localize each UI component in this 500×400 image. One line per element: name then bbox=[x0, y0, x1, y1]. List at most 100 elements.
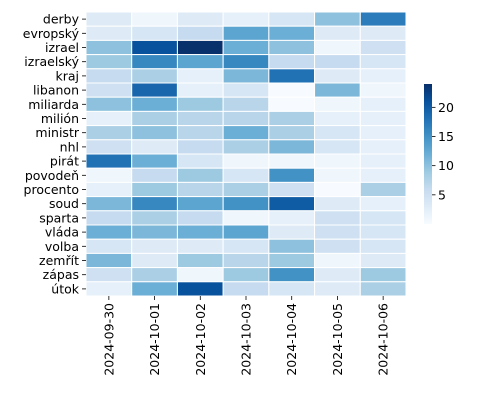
heatmap-cell bbox=[131, 181, 178, 198]
heatmap-cell bbox=[222, 68, 270, 84]
row-label: soud bbox=[49, 196, 79, 211]
heatmap-cell bbox=[268, 82, 316, 98]
heatmap-cell bbox=[131, 96, 178, 112]
heatmap-cell bbox=[131, 267, 178, 283]
heatmap-cell bbox=[176, 167, 224, 183]
heatmap-cell bbox=[222, 54, 270, 70]
heatmap-cell bbox=[131, 281, 178, 297]
heatmap-cell bbox=[359, 281, 407, 297]
heatmap-cell bbox=[314, 82, 361, 98]
heatmap-cell bbox=[176, 153, 224, 169]
row-label: kraj bbox=[55, 68, 79, 83]
heatmap-cell bbox=[268, 39, 316, 56]
row-label: procento bbox=[24, 182, 79, 197]
heatmap-cell bbox=[131, 238, 178, 254]
heatmap-cell bbox=[359, 153, 407, 169]
heatmap-cell bbox=[359, 167, 407, 183]
heatmap-cell bbox=[176, 181, 224, 198]
heatmap-cell bbox=[359, 267, 407, 283]
heatmap-cell bbox=[85, 238, 133, 254]
heatmap-cell bbox=[222, 196, 270, 212]
heatmap-cell bbox=[176, 39, 224, 56]
heatmap-cell bbox=[268, 153, 316, 169]
row-label: derby bbox=[43, 12, 80, 27]
heatmap-cell bbox=[85, 181, 133, 198]
row-label: izrael bbox=[45, 40, 79, 55]
heatmap-cell bbox=[222, 153, 270, 169]
heatmap-cell bbox=[314, 25, 361, 41]
column-label: 2024-10-04 bbox=[284, 303, 299, 376]
heatmap-cell bbox=[268, 96, 316, 112]
heatmap-cell bbox=[131, 82, 178, 98]
heatmap-cell bbox=[314, 96, 361, 112]
row-label: zemřít bbox=[39, 253, 79, 268]
row-label: povodeň bbox=[25, 168, 79, 183]
heatmap-cell bbox=[176, 210, 224, 226]
heatmap-cell bbox=[359, 54, 407, 70]
heatmap-cell bbox=[314, 54, 361, 70]
heatmap-cell bbox=[176, 125, 224, 141]
column-label: 2024-09-30 bbox=[101, 303, 116, 376]
heatmap-cell bbox=[222, 267, 270, 283]
heatmap-cell bbox=[268, 54, 316, 70]
heatmap-cell bbox=[314, 167, 361, 183]
heatmap-cell bbox=[131, 167, 178, 183]
heatmap-cell bbox=[131, 54, 178, 70]
heatmap-cell bbox=[85, 153, 133, 169]
colorbar bbox=[424, 84, 432, 224]
heatmap-cell bbox=[176, 267, 224, 283]
heatmap-cell bbox=[222, 110, 270, 127]
heatmap-cell bbox=[176, 96, 224, 112]
heatmap-cell bbox=[85, 110, 133, 127]
heatmap-cell bbox=[314, 68, 361, 84]
row-label: izraelský bbox=[24, 54, 79, 69]
row-label: ministr bbox=[35, 125, 79, 140]
heatmap-cell bbox=[268, 224, 316, 240]
heatmap-cell bbox=[222, 82, 270, 98]
heatmap-cell bbox=[222, 96, 270, 112]
heatmap-cell bbox=[314, 11, 361, 27]
heatmap-cell bbox=[268, 125, 316, 141]
heatmap-cell bbox=[222, 281, 270, 297]
heatmap-cell bbox=[222, 252, 270, 269]
row-label: evropský bbox=[23, 26, 80, 41]
heatmap-cell bbox=[176, 25, 224, 41]
heatmap-cell bbox=[222, 181, 270, 198]
heatmap-cell bbox=[222, 224, 270, 240]
row-label: pirát bbox=[50, 154, 79, 169]
heatmap-cell bbox=[359, 110, 407, 127]
row-label: zápas bbox=[43, 267, 79, 282]
column-label: 2024-10-02 bbox=[193, 303, 208, 376]
heatmap-cell bbox=[222, 167, 270, 183]
heatmap-cell bbox=[314, 210, 361, 226]
heatmap-cell bbox=[176, 224, 224, 240]
heatmap-cell bbox=[268, 181, 316, 198]
heatmap-cell bbox=[314, 267, 361, 283]
row-label: libanon bbox=[33, 83, 79, 98]
heatmap-cell bbox=[359, 181, 407, 198]
heatmap-cell bbox=[176, 238, 224, 254]
colorbar-tick-label: 5 bbox=[438, 187, 446, 202]
heatmap-cell bbox=[131, 110, 178, 127]
heatmap-cell bbox=[131, 153, 178, 169]
heatmap-cell bbox=[359, 125, 407, 141]
heatmap-cell bbox=[176, 281, 224, 297]
heatmap-cell bbox=[85, 196, 133, 212]
heatmap-cell bbox=[85, 39, 133, 56]
heatmap-cell bbox=[222, 39, 270, 56]
heatmap-cell bbox=[85, 139, 133, 155]
heatmap-cell bbox=[176, 252, 224, 269]
heatmap-cell bbox=[314, 125, 361, 141]
heatmap-cell bbox=[359, 139, 407, 155]
heatmap-cell bbox=[359, 252, 407, 269]
heatmap-cell bbox=[85, 68, 133, 84]
heatmap-cell bbox=[131, 139, 178, 155]
column-label: 2024-10-03 bbox=[239, 303, 254, 376]
heatmap-cell bbox=[268, 210, 316, 226]
heatmap-cell bbox=[314, 281, 361, 297]
heatmap-cell bbox=[85, 267, 133, 283]
column-label: 2024-10-06 bbox=[376, 303, 391, 376]
heatmap-cell bbox=[176, 110, 224, 127]
